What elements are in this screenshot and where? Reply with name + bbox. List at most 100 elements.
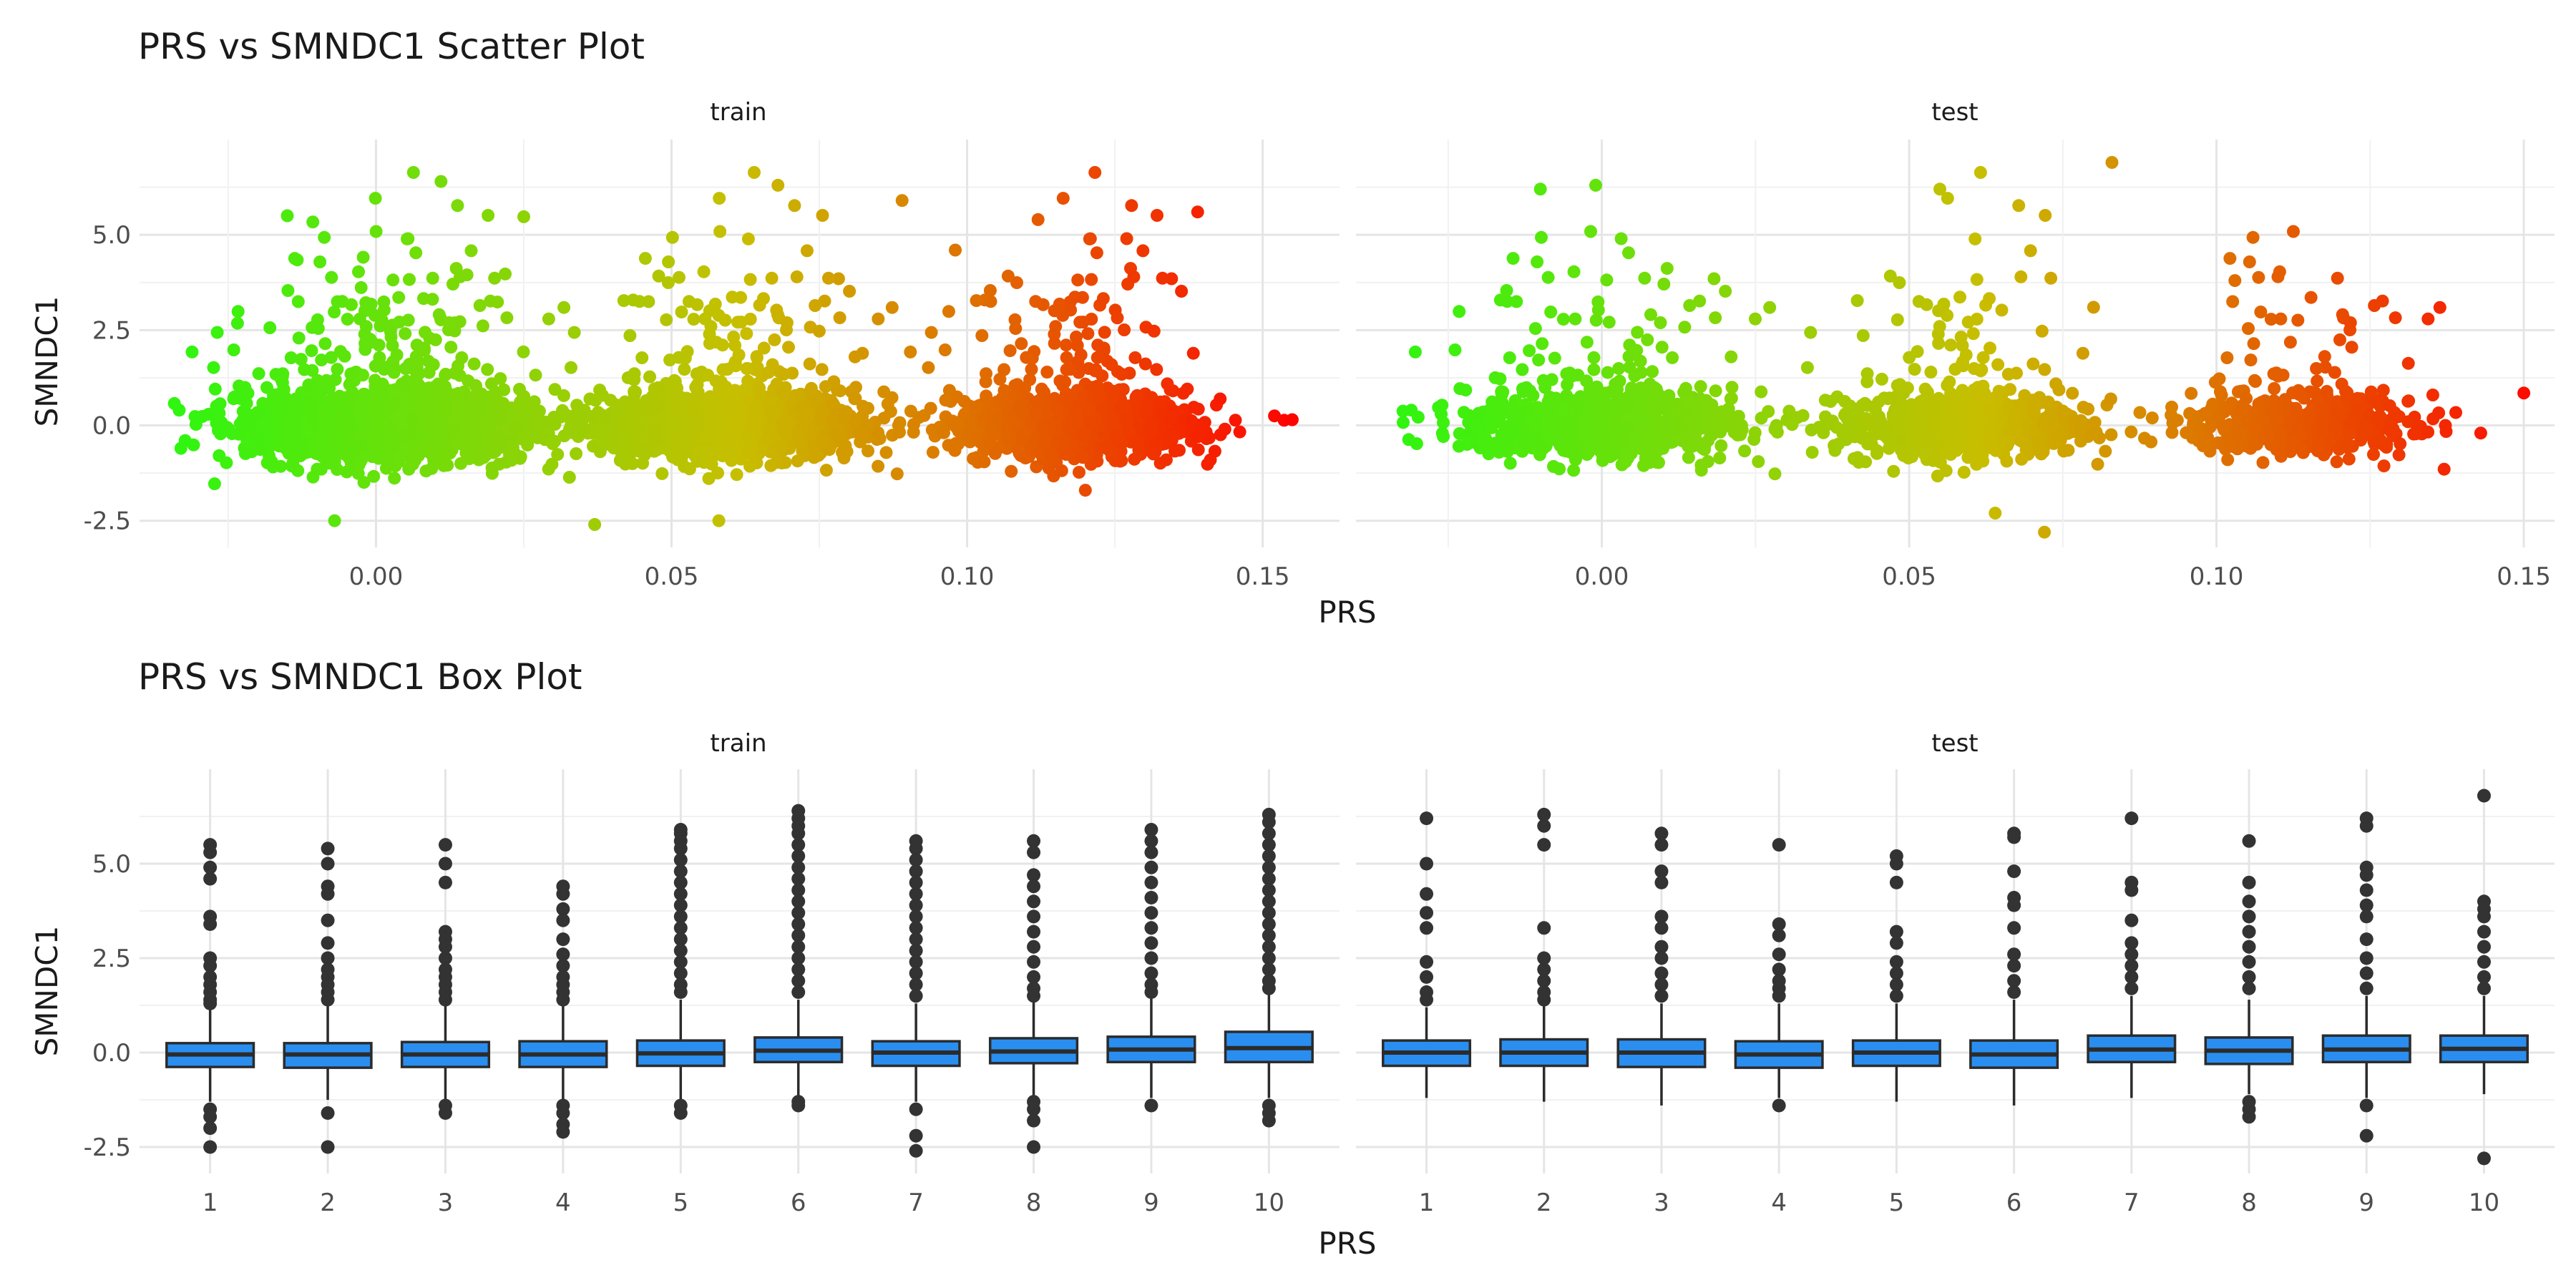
scatter-point	[311, 322, 325, 336]
scatter-point	[454, 457, 467, 470]
scatter-point	[545, 457, 559, 471]
scatter-point	[734, 316, 748, 329]
scatter-point	[369, 225, 383, 238]
scatter-point	[438, 448, 452, 462]
scatter-point	[829, 428, 843, 441]
scatter-point	[747, 414, 760, 428]
scatter-point	[791, 454, 804, 468]
scatter-point	[734, 291, 748, 304]
scatter-point	[269, 368, 283, 381]
scatter-point	[228, 390, 241, 404]
scatter-point	[1229, 414, 1242, 427]
scatter-point	[1065, 389, 1078, 403]
scatter-point	[414, 442, 427, 456]
scatter-point	[316, 450, 330, 464]
scatter-point	[643, 370, 656, 384]
x-tick-label: 0.05	[1882, 562, 1936, 591]
scatter-point	[1103, 444, 1116, 457]
scatter-point	[466, 423, 479, 436]
scatter-point	[583, 392, 597, 406]
scatter-point	[213, 449, 226, 462]
x-tick-label: 0.00	[1575, 562, 1629, 591]
scatter-point	[885, 301, 899, 314]
scatter-point	[721, 429, 735, 442]
scatter-point	[1060, 351, 1073, 364]
scatter-point	[409, 389, 423, 403]
scatter-point	[364, 298, 378, 311]
scatter-point	[1055, 464, 1068, 477]
scatter-point	[807, 451, 821, 464]
scatter-point	[741, 232, 755, 245]
scatter-point	[288, 252, 301, 265]
scatter-point	[831, 272, 845, 286]
scatter-title: PRS vs SMNDC1 Scatter Plot	[138, 26, 645, 67]
scatter-point	[453, 432, 467, 446]
scatter-point	[1001, 269, 1015, 283]
scatter-point	[743, 273, 757, 286]
scatter-point	[401, 232, 415, 245]
scatter-point	[1020, 351, 1033, 364]
scatter-point	[893, 425, 906, 439]
scatter-point	[382, 447, 396, 460]
scatter-point	[269, 438, 283, 451]
scatter-point	[441, 459, 454, 472]
scatter-point	[1096, 292, 1110, 306]
scatter-point	[375, 313, 389, 327]
scatter-point	[384, 331, 398, 343]
scatter-point	[210, 326, 224, 339]
scatter-point	[318, 409, 331, 422]
scatter-point	[274, 459, 288, 473]
scatter-point	[1165, 272, 1179, 286]
scatter-point	[983, 284, 997, 297]
scatter-point	[1149, 436, 1163, 449]
scatter-point	[673, 270, 686, 284]
scatter-point	[779, 456, 792, 469]
scatter-point	[214, 427, 228, 441]
scatter-point	[1268, 409, 1282, 423]
scatter-point	[698, 430, 712, 444]
scatter-point	[1081, 327, 1095, 341]
scatter-point	[872, 426, 885, 439]
scatter-point	[1638, 271, 1652, 285]
scatter-point	[862, 444, 874, 458]
scatter-point	[697, 265, 711, 278]
scatter-point	[504, 454, 518, 467]
scatter-point	[1033, 397, 1046, 411]
scatter-point	[505, 408, 519, 421]
scatter-point	[517, 390, 530, 404]
scatter-point	[1682, 451, 1695, 464]
scatter-point	[309, 386, 323, 400]
scatter-point	[663, 353, 677, 367]
scatter-point	[1018, 381, 1032, 395]
scatter-point	[292, 331, 306, 345]
scatter-point	[673, 395, 686, 409]
scatter-point	[409, 246, 423, 260]
scatter-point	[1083, 416, 1097, 430]
scatter-point	[1535, 230, 1548, 244]
scatter-point	[691, 298, 704, 311]
x-tick-label: 0.15	[2497, 562, 2551, 591]
scatter-point	[1147, 324, 1161, 338]
scatter-point	[711, 446, 725, 459]
scatter-point	[1176, 386, 1190, 400]
scatter-point	[593, 384, 607, 397]
scatter-point	[1118, 323, 1131, 336]
scatter-point	[302, 378, 316, 391]
scatter-point	[437, 389, 451, 403]
scatter-point	[821, 271, 835, 285]
scatter-point	[471, 388, 484, 401]
scatter-point	[950, 418, 964, 431]
scatter-point	[949, 243, 962, 257]
scatter-point	[367, 469, 381, 483]
scatter-point	[924, 326, 938, 339]
scatter-point	[1749, 312, 1762, 326]
scatter-point	[1083, 403, 1096, 416]
scatter-point	[275, 385, 289, 399]
scatter-point	[1410, 437, 1423, 450]
scatter-point	[492, 435, 506, 449]
scatter-point	[591, 406, 605, 419]
scatter-point	[1186, 346, 1200, 360]
scatter-point	[675, 306, 688, 318]
scatter-point	[174, 441, 187, 455]
scatter-point	[1042, 409, 1055, 423]
